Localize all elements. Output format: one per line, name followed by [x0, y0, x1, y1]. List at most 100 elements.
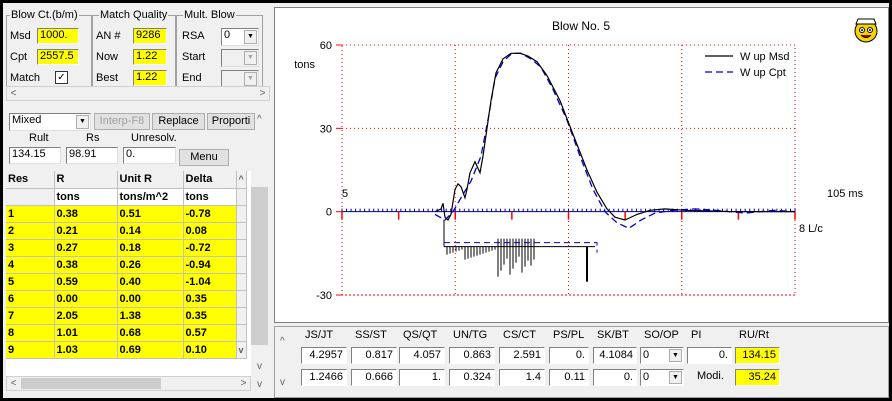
table-row[interactable]: 8 1.01 0.68 0.57: [6, 324, 247, 342]
table-row[interactable]: 6 0.00 0.00 0.35: [6, 290, 247, 308]
scroll-left-icon[interactable]: <: [10, 88, 17, 99]
an-number-field[interactable]: 9286: [133, 28, 167, 44]
value-cell[interactable]: -0.72: [183, 239, 237, 257]
scroll-up-icon[interactable]: ^: [236, 171, 247, 189]
value-cell[interactable]: -1.04: [183, 273, 237, 291]
match-checkbox[interactable]: ✓: [55, 71, 68, 84]
scroll-thumb[interactable]: [251, 187, 268, 345]
scroll-track[interactable]: [236, 222, 247, 240]
value-cell[interactable]: 0.57: [183, 324, 237, 342]
stats-select[interactable]: ▼ 0: [640, 347, 684, 364]
table-row[interactable]: 9 1.03 0.69 0.10 v: [6, 341, 247, 359]
stats-value-field[interactable]: 1.: [399, 369, 445, 386]
stats-select[interactable]: ▼ 0: [640, 369, 684, 386]
chevron-down-icon[interactable]: ▼: [244, 51, 257, 65]
value-cell[interactable]: 0.59: [54, 273, 118, 291]
stats-value-field[interactable]: 2.591: [499, 347, 545, 364]
scroll-down-icon[interactable]: v: [280, 377, 285, 388]
table-row[interactable]: 1 0.38 0.51 -0.78: [6, 205, 247, 223]
table-vertical-scrollbar[interactable]: v: [251, 171, 268, 376]
stats-value-field[interactable]: 0.863: [449, 347, 495, 364]
table-row[interactable]: 2 0.21 0.14 0.08: [6, 222, 247, 240]
row-index-cell[interactable]: 4: [6, 256, 55, 274]
value-cell[interactable]: -0.94: [183, 256, 237, 274]
rult-field[interactable]: 134.15: [9, 147, 61, 164]
scroll-down-icon[interactable]: v: [257, 379, 262, 390]
stats-value-field[interactable]: 0.: [687, 347, 732, 364]
scroll-track[interactable]: [236, 205, 247, 223]
scroll-track[interactable]: v: [236, 341, 247, 359]
chevron-down-icon[interactable]: ▼: [244, 30, 257, 44]
cpt-count-field[interactable]: 2557.5: [37, 49, 79, 65]
smiley-icon[interactable]: [854, 18, 878, 43]
row-index-cell[interactable]: 5: [6, 273, 55, 291]
scroll-track[interactable]: [236, 188, 247, 206]
row-index-cell[interactable]: 8: [6, 324, 55, 342]
scroll-up-icon[interactable]: ^: [257, 114, 262, 125]
chevron-down-icon[interactable]: ▼: [76, 115, 89, 129]
value-cell[interactable]: 0.00: [117, 290, 184, 308]
value-cell[interactable]: 0.27: [54, 239, 118, 257]
msd-count-field[interactable]: 1000.: [37, 28, 79, 44]
ru-value-field[interactable]: 35.24: [735, 369, 780, 386]
ru-value-field[interactable]: 134.15: [735, 347, 780, 364]
end-select[interactable]: ▼: [221, 70, 259, 88]
scroll-up-icon[interactable]: ^: [280, 336, 285, 347]
value-cell[interactable]: 0.38: [54, 256, 118, 274]
value-cell[interactable]: 0.69: [117, 341, 184, 359]
chevron-down-icon[interactable]: ▼: [669, 371, 682, 384]
row-index-cell[interactable]: 3: [6, 239, 55, 257]
value-cell[interactable]: 0.00: [54, 290, 118, 308]
proportion-button[interactable]: Proporti: [207, 113, 255, 130]
value-cell[interactable]: 0.26: [117, 256, 184, 274]
row-index-cell[interactable]: 2: [6, 222, 55, 240]
row-index-cell[interactable]: 6: [6, 290, 55, 308]
value-cell[interactable]: -0.78: [183, 205, 237, 223]
stats-value-field[interactable]: 4.2957: [301, 347, 347, 364]
table-row[interactable]: 7 2.05 1.38 0.35: [6, 307, 247, 325]
value-cell[interactable]: 0.68: [117, 324, 184, 342]
value-cell[interactable]: 1.01: [54, 324, 118, 342]
value-cell[interactable]: 0.40: [117, 273, 184, 291]
rs-field[interactable]: 98.91: [66, 147, 118, 164]
scroll-track[interactable]: [236, 273, 247, 291]
stats-value-field[interactable]: 1.4: [499, 369, 545, 386]
row-index-cell[interactable]: 7: [6, 307, 55, 325]
value-cell[interactable]: 0.35: [183, 307, 237, 325]
rsa-select[interactable]: 0 ▼: [221, 28, 259, 46]
value-cell[interactable]: 1.38: [117, 307, 184, 325]
value-cell[interactable]: 0.21: [54, 222, 118, 240]
top-panel-scrollbar[interactable]: < >: [6, 86, 270, 101]
value-cell[interactable]: 0.14: [117, 222, 184, 240]
scroll-track[interactable]: [236, 307, 247, 325]
value-cell[interactable]: 0.38: [54, 205, 118, 223]
scroll-left-icon[interactable]: <: [10, 378, 17, 389]
stats-value-field[interactable]: 4.1084: [593, 347, 637, 364]
scroll-right-icon[interactable]: >: [240, 378, 247, 389]
table-row[interactable]: 4 0.38 0.26 -0.94: [6, 256, 247, 274]
scroll-track[interactable]: [236, 324, 247, 342]
value-cell[interactable]: 0.51: [117, 205, 184, 223]
value-cell[interactable]: 0.18: [117, 239, 184, 257]
mode-select[interactable]: Mixed ▼: [9, 113, 91, 131]
value-cell[interactable]: 2.05: [54, 307, 118, 325]
start-select[interactable]: ▼: [221, 49, 259, 67]
value-cell[interactable]: 0.10: [183, 341, 237, 359]
scroll-track[interactable]: [236, 256, 247, 274]
interp-button[interactable]: Interp-F8: [94, 113, 150, 130]
chevron-down-icon[interactable]: ▼: [669, 349, 682, 362]
stats-value-field[interactable]: 4.057: [399, 347, 445, 364]
value-cell[interactable]: 0.35: [183, 290, 237, 308]
value-cell[interactable]: 0.08: [183, 222, 237, 240]
table-row[interactable]: 5 0.59 0.40 -1.04: [6, 273, 247, 291]
stats-value-field[interactable]: 0.11: [549, 369, 589, 386]
stats-value-field[interactable]: 0.: [549, 347, 589, 364]
row-index-cell[interactable]: 1: [6, 205, 55, 223]
stats-value-field[interactable]: 1.2466: [301, 369, 347, 386]
best-quality-field[interactable]: 1.22: [133, 70, 167, 86]
scroll-thumb[interactable]: [21, 378, 161, 389]
scroll-right-icon[interactable]: >: [259, 88, 266, 99]
unresolved-field[interactable]: 0.: [123, 147, 176, 164]
table-horizontal-scrollbar[interactable]: < >: [6, 376, 251, 391]
menu-button[interactable]: Menu: [179, 149, 229, 166]
